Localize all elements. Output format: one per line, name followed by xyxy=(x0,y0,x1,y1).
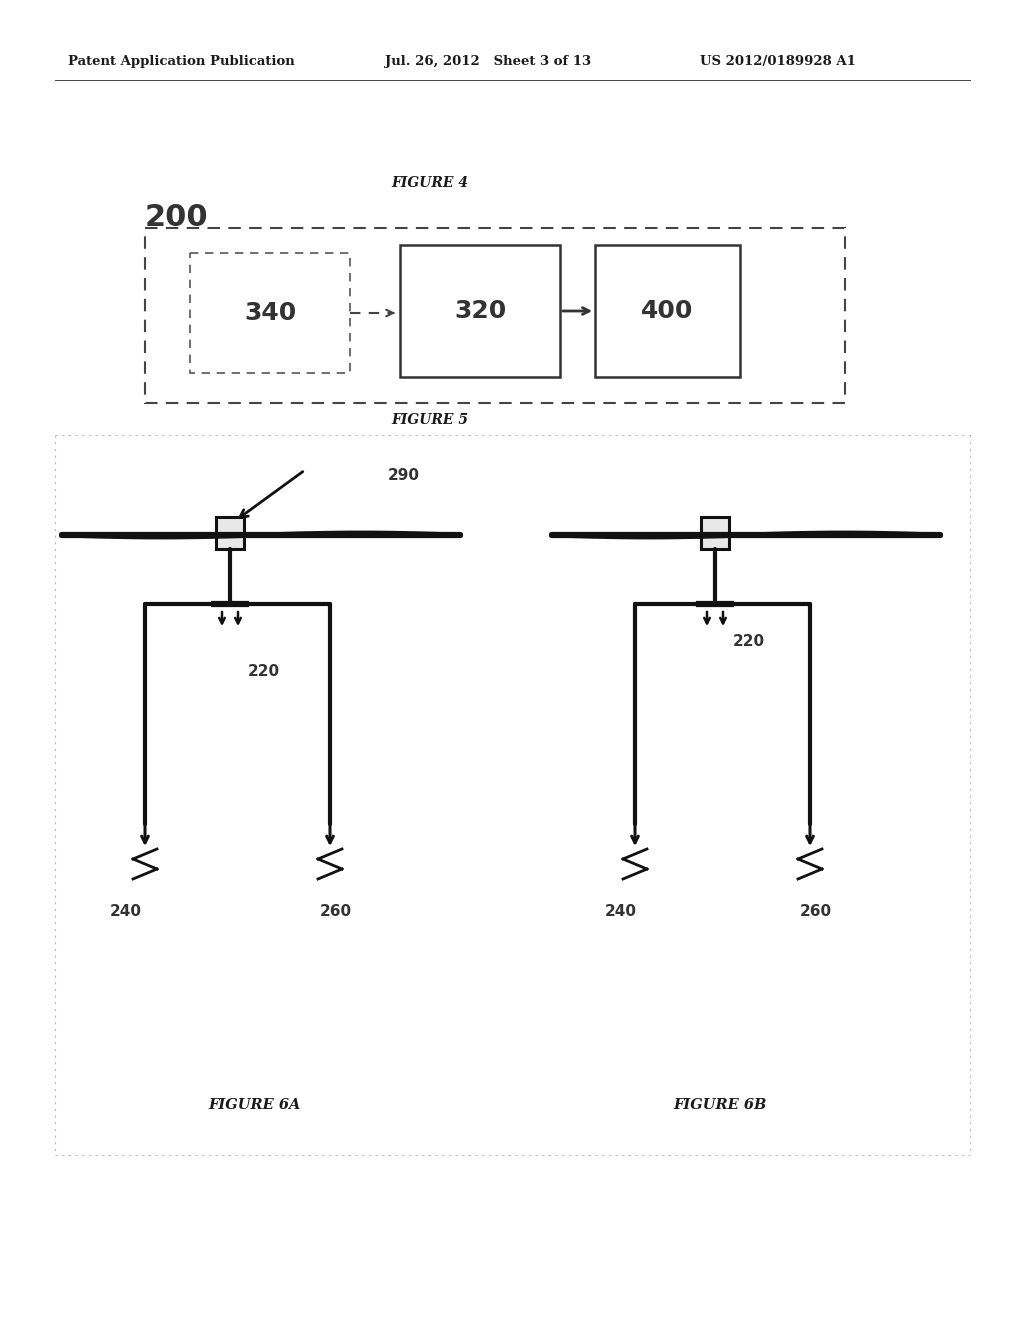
Text: 290: 290 xyxy=(388,467,420,483)
Text: 320: 320 xyxy=(454,300,506,323)
Bar xyxy=(216,517,244,549)
Text: 220: 220 xyxy=(248,664,281,678)
Text: 220: 220 xyxy=(733,634,765,649)
Bar xyxy=(701,517,729,549)
Text: FIGURE 5: FIGURE 5 xyxy=(391,413,469,426)
Text: 200: 200 xyxy=(145,203,209,232)
Text: 260: 260 xyxy=(319,904,352,919)
Text: 340: 340 xyxy=(244,301,296,325)
Text: 400: 400 xyxy=(641,300,693,323)
Text: 240: 240 xyxy=(605,904,637,919)
Bar xyxy=(190,253,350,374)
Text: FIGURE 6A: FIGURE 6A xyxy=(209,1098,301,1111)
Bar xyxy=(400,246,560,378)
Bar xyxy=(145,228,845,403)
Text: US 2012/0189928 A1: US 2012/0189928 A1 xyxy=(700,55,856,69)
Text: FIGURE 6B: FIGURE 6B xyxy=(674,1098,767,1111)
Text: 260: 260 xyxy=(800,904,833,919)
Text: FIGURE 4: FIGURE 4 xyxy=(391,176,469,190)
Bar xyxy=(595,246,740,378)
Text: Jul. 26, 2012   Sheet 3 of 13: Jul. 26, 2012 Sheet 3 of 13 xyxy=(385,55,591,69)
Text: Patent Application Publication: Patent Application Publication xyxy=(68,55,295,69)
Text: 240: 240 xyxy=(110,904,142,919)
